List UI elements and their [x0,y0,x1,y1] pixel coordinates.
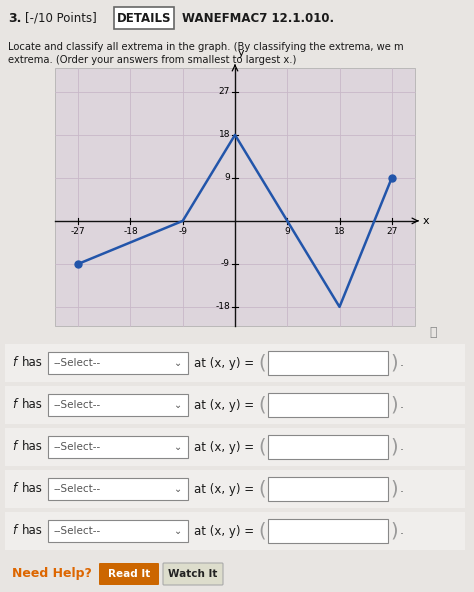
Text: Need Help?: Need Help? [12,568,92,581]
FancyBboxPatch shape [268,393,388,417]
Text: y: y [238,48,245,58]
Text: 18: 18 [334,227,345,236]
Text: ⓘ: ⓘ [429,326,437,339]
FancyBboxPatch shape [48,436,188,458]
Text: has: has [22,482,43,496]
FancyBboxPatch shape [5,344,465,382]
Text: --Select--: --Select-- [54,400,101,410]
Text: ): ) [390,522,398,540]
Text: (: ( [258,353,265,372]
FancyBboxPatch shape [268,435,388,459]
Text: has: has [22,440,43,453]
Text: Read It: Read It [108,569,150,579]
Text: has: has [22,356,43,369]
Text: -9: -9 [221,259,230,268]
Text: f: f [12,440,16,453]
Text: -18: -18 [215,303,230,311]
Text: 27: 27 [386,227,398,236]
Text: .: . [400,482,404,496]
Text: (: ( [258,437,265,456]
FancyBboxPatch shape [48,520,188,542]
Text: WANEFMAC7 12.1.010.: WANEFMAC7 12.1.010. [182,11,334,24]
Text: f: f [12,356,16,369]
FancyBboxPatch shape [114,7,174,29]
Text: at (x, y) =: at (x, y) = [194,525,254,538]
Text: has: has [22,398,43,411]
FancyBboxPatch shape [48,478,188,500]
Text: ): ) [390,353,398,372]
FancyBboxPatch shape [99,563,159,585]
Text: [-/10 Points]: [-/10 Points] [25,11,97,24]
FancyBboxPatch shape [5,428,465,466]
Text: ⌄: ⌄ [174,526,182,536]
Text: at (x, y) =: at (x, y) = [194,440,254,453]
FancyBboxPatch shape [163,563,223,585]
Text: has: has [22,525,43,538]
Text: .: . [400,356,404,369]
Text: ⌄: ⌄ [174,442,182,452]
Text: x: x [423,216,429,226]
FancyBboxPatch shape [268,519,388,543]
FancyBboxPatch shape [55,68,415,326]
Text: f: f [12,398,16,411]
Text: extrema. (Order your answers from smallest to largest x.): extrema. (Order your answers from smalle… [8,55,296,65]
FancyBboxPatch shape [5,386,465,424]
Text: -18: -18 [123,227,138,236]
Text: (: ( [258,395,265,414]
Text: 18: 18 [219,130,230,139]
Text: ): ) [390,395,398,414]
Text: (: ( [258,522,265,540]
Text: DETAILS: DETAILS [117,12,171,25]
FancyBboxPatch shape [5,470,465,508]
FancyBboxPatch shape [268,351,388,375]
Text: at (x, y) =: at (x, y) = [194,356,254,369]
Text: ⌄: ⌄ [174,400,182,410]
FancyBboxPatch shape [48,394,188,416]
Text: f: f [12,482,16,496]
Text: -9: -9 [178,227,187,236]
Text: -27: -27 [71,227,85,236]
Text: (: ( [258,480,265,498]
Text: .: . [400,440,404,453]
Text: ⌄: ⌄ [174,358,182,368]
Text: --Select--: --Select-- [54,526,101,536]
Text: --Select--: --Select-- [54,358,101,368]
Text: at (x, y) =: at (x, y) = [194,482,254,496]
Text: --Select--: --Select-- [54,484,101,494]
Text: 9: 9 [284,227,290,236]
Text: 27: 27 [219,88,230,96]
Text: 3.: 3. [8,11,21,24]
Text: ): ) [390,437,398,456]
Text: at (x, y) =: at (x, y) = [194,398,254,411]
Text: --Select--: --Select-- [54,442,101,452]
FancyBboxPatch shape [48,352,188,374]
Text: ): ) [390,480,398,498]
FancyBboxPatch shape [5,512,465,550]
Text: ⌄: ⌄ [174,484,182,494]
FancyBboxPatch shape [268,477,388,501]
Text: .: . [400,525,404,538]
Text: f: f [12,525,16,538]
Text: 9: 9 [224,173,230,182]
Text: .: . [400,398,404,411]
Text: Watch It: Watch It [168,569,218,579]
Text: Locate and classify all extrema in the graph. (By classifying the extrema, we m: Locate and classify all extrema in the g… [8,42,404,52]
